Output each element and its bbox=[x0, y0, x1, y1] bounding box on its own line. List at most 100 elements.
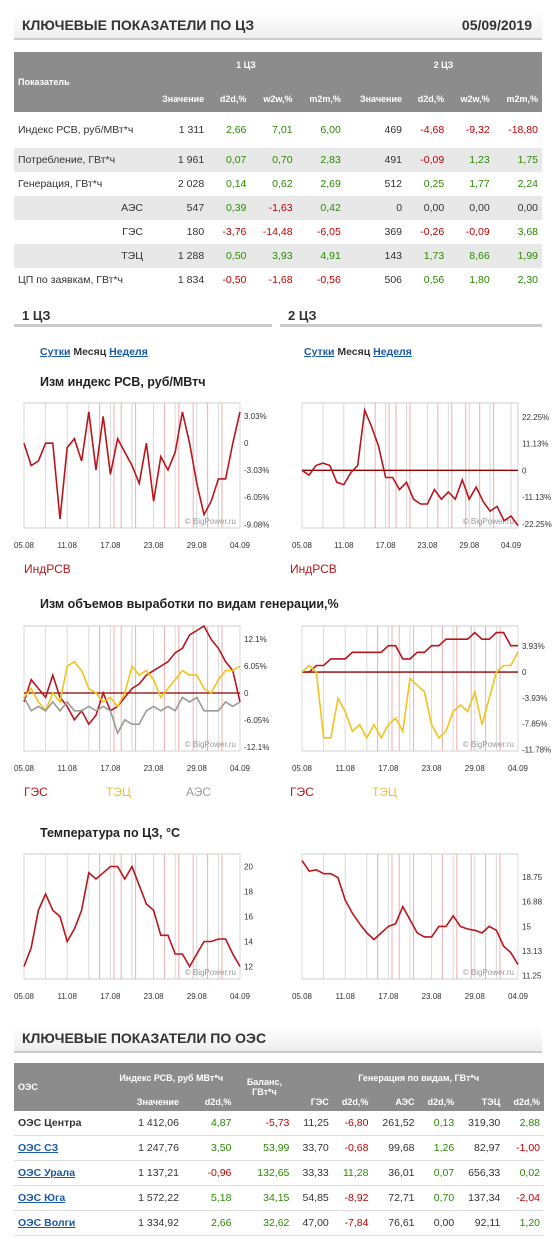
kp-cell: -6,05 bbox=[316, 226, 341, 238]
y-tick-label: 13.13 bbox=[522, 947, 543, 956]
oes-cell: 2,66 bbox=[182, 1210, 236, 1236]
kp-subcol: Значение bbox=[147, 78, 209, 112]
tab-week[interactable]: Неделя bbox=[373, 346, 412, 358]
oes-cell: -6,80 bbox=[332, 1111, 373, 1136]
kp-cell: 2 028 bbox=[177, 178, 205, 190]
oes-cell: 0,13 bbox=[418, 1111, 459, 1136]
y-tick-label: 3.93% bbox=[522, 642, 545, 651]
x-tick-label: 11.08 bbox=[334, 541, 354, 550]
oes-cell: 32,62 bbox=[235, 1210, 294, 1236]
kp-cell: 3,93 bbox=[250, 244, 297, 268]
y-tick-label: 12 bbox=[244, 963, 253, 972]
watermark: © BigPower.ru bbox=[463, 968, 514, 977]
oes-subcol: АЭС bbox=[372, 1093, 419, 1111]
oes-link[interactable]: ОЭС Урала bbox=[18, 1167, 76, 1179]
kp-row: Индекс РСВ, руб/МВт*ч 1 311 2,66 7,01 6,00 46… bbox=[14, 112, 542, 148]
kp-cell: 2,66 bbox=[225, 124, 247, 136]
y-tick-label: -11.13% bbox=[522, 493, 551, 502]
kp-cell: 180 bbox=[186, 226, 205, 238]
oes-cell: 132,65 bbox=[235, 1160, 294, 1186]
chart-rsv-z1: 3.03% 0 -3.03% -6.05% -9.08% 05.08 11.08 17.08 2… bbox=[14, 402, 269, 550]
series-line bbox=[23, 696, 241, 736]
kp-cell: 1 311 bbox=[178, 124, 205, 136]
watermark: © BigPower.ru bbox=[185, 517, 236, 526]
oes-cell: 656,33 bbox=[458, 1160, 505, 1186]
kp-cell: -14,48 bbox=[262, 226, 293, 238]
y-tick-label: 6.05% bbox=[244, 662, 267, 671]
x-tick-label: 29.08 bbox=[465, 992, 486, 1001]
oes-row-label[interactable]: ОЭС СЗ bbox=[14, 1135, 107, 1161]
y-tick-label: -7.85% bbox=[522, 720, 547, 729]
kp-cell: 1 834 bbox=[177, 274, 205, 286]
kp-cell: 0 bbox=[344, 196, 407, 220]
kp-subcol: m2m,% bbox=[296, 78, 345, 112]
oes-cell: 92,11 bbox=[458, 1210, 505, 1236]
tab-day[interactable]: Сутки bbox=[304, 346, 335, 358]
oes-cell: 261,52 bbox=[372, 1111, 419, 1136]
kp-row: ТЭЦ 1 288 0,50 3,93 4,91 143 1,73 8,66 1,99 bbox=[14, 244, 542, 268]
oes-cell: 76,61 bbox=[372, 1210, 419, 1236]
watermark: © BigPower.ru bbox=[185, 968, 236, 977]
oes-link[interactable]: ОЭС СЗ bbox=[18, 1142, 59, 1154]
oes-cell: 11,28 bbox=[332, 1160, 373, 1186]
oes-link[interactable]: ОЭС Юга bbox=[18, 1192, 66, 1204]
oes-row-label[interactable]: ОЭС Волги bbox=[14, 1210, 107, 1236]
oes-cell: 1,26 bbox=[418, 1135, 459, 1161]
kp-cell: 0,00 bbox=[493, 196, 542, 220]
oes-group-balance: Баланс, ГВт*ч bbox=[235, 1063, 294, 1111]
oes-cell: 11,25 bbox=[293, 1111, 333, 1136]
legend-tec-z2: ТЭЦ bbox=[372, 785, 397, 799]
watermark: © BigPower.ru bbox=[463, 740, 514, 749]
oes-subcol: d2d,% bbox=[504, 1093, 544, 1111]
chart-title-rsv: Изм индекс РСВ, руб/МВтч bbox=[40, 375, 206, 389]
legend-rsv-z2: ИндРСВ bbox=[290, 562, 337, 576]
section-z2: 2 ЦЗ bbox=[280, 308, 542, 327]
x-tick-label: 05.08 bbox=[292, 764, 313, 773]
x-tick-label: 17.08 bbox=[100, 541, 121, 550]
kp-cell: 7,01 bbox=[272, 124, 293, 136]
y-tick-label: 18 bbox=[244, 888, 253, 897]
y-tick-label: -6.05% bbox=[244, 493, 269, 502]
oes-cell: 3,50 bbox=[182, 1135, 236, 1161]
oes-link[interactable]: ОЭС Волги bbox=[18, 1217, 76, 1229]
kp-cell: 506 bbox=[384, 274, 403, 286]
tab-week[interactable]: Неделя bbox=[109, 346, 148, 358]
oes-cell: 2,88 bbox=[504, 1111, 544, 1136]
chart-gen-z1: 12.1% 6.05% 0 -6.05% -12.1% 05.08 11.08 17.08 23… bbox=[14, 624, 269, 773]
kp-cell: -18,80 bbox=[508, 124, 538, 136]
oes-group-index: Индекс РСВ, руб МВт*ч bbox=[107, 1063, 236, 1093]
x-tick-label: 23.08 bbox=[144, 992, 165, 1001]
section-z1: 1 ЦЗ bbox=[14, 308, 272, 327]
header-title: КЛЮЧЕВЫЕ ПОКАЗАТЕЛИ ПО ОЭС bbox=[22, 1030, 267, 1046]
kp-cell: 1,99 bbox=[493, 244, 542, 268]
kp-cell: -0,56 bbox=[316, 274, 341, 286]
kp-cell: -4,68 bbox=[420, 124, 445, 136]
kp-cell: -0,50 bbox=[222, 274, 247, 286]
kp-cell: 1,75 bbox=[493, 148, 542, 172]
header-title: КЛЮЧЕВЫЕ ПОКАЗАТЕЛИ ПО ЦЗ bbox=[22, 17, 255, 33]
y-tick-label: -3.03% bbox=[244, 466, 269, 475]
kp-row: АЭС 547 0,39 -1,63 0,42 0 0,00 0,00 0,00 bbox=[14, 196, 542, 220]
x-tick-label: 29.08 bbox=[465, 764, 486, 773]
oes-cell: 1 334,92 bbox=[107, 1210, 183, 1236]
tab-day[interactable]: Сутки bbox=[40, 346, 71, 358]
x-tick-label: 23.08 bbox=[417, 541, 438, 550]
x-tick-label: 05.08 bbox=[14, 992, 35, 1001]
x-tick-label: 29.08 bbox=[459, 541, 480, 550]
y-tick-label: 11.13% bbox=[522, 440, 549, 449]
kp-cell: 1 288 bbox=[147, 244, 209, 268]
y-tick-label: 3.03% bbox=[244, 412, 267, 421]
series-line bbox=[301, 651, 519, 740]
kp-cell: 143 bbox=[344, 244, 407, 268]
kp-cell: 547 bbox=[147, 196, 209, 220]
chart-title-temp: Температура по ЦЗ, °С bbox=[40, 826, 181, 840]
kp-table: Показатель 1 ЦЗ 2 ЦЗ Значение d2d,% w2w,% m… bbox=[14, 52, 542, 292]
y-tick-label: 15 bbox=[522, 922, 531, 931]
oes-row-label[interactable]: ОЭС Юга bbox=[14, 1185, 107, 1211]
oes-cell: 4,87 bbox=[182, 1111, 236, 1136]
oes-row-label[interactable]: ОЭС Урала bbox=[14, 1160, 107, 1186]
series-line bbox=[301, 407, 519, 527]
oes-cell: 47,00 bbox=[293, 1210, 333, 1236]
period-tabs-z2: Сутки Месяц Неделя bbox=[304, 346, 412, 358]
